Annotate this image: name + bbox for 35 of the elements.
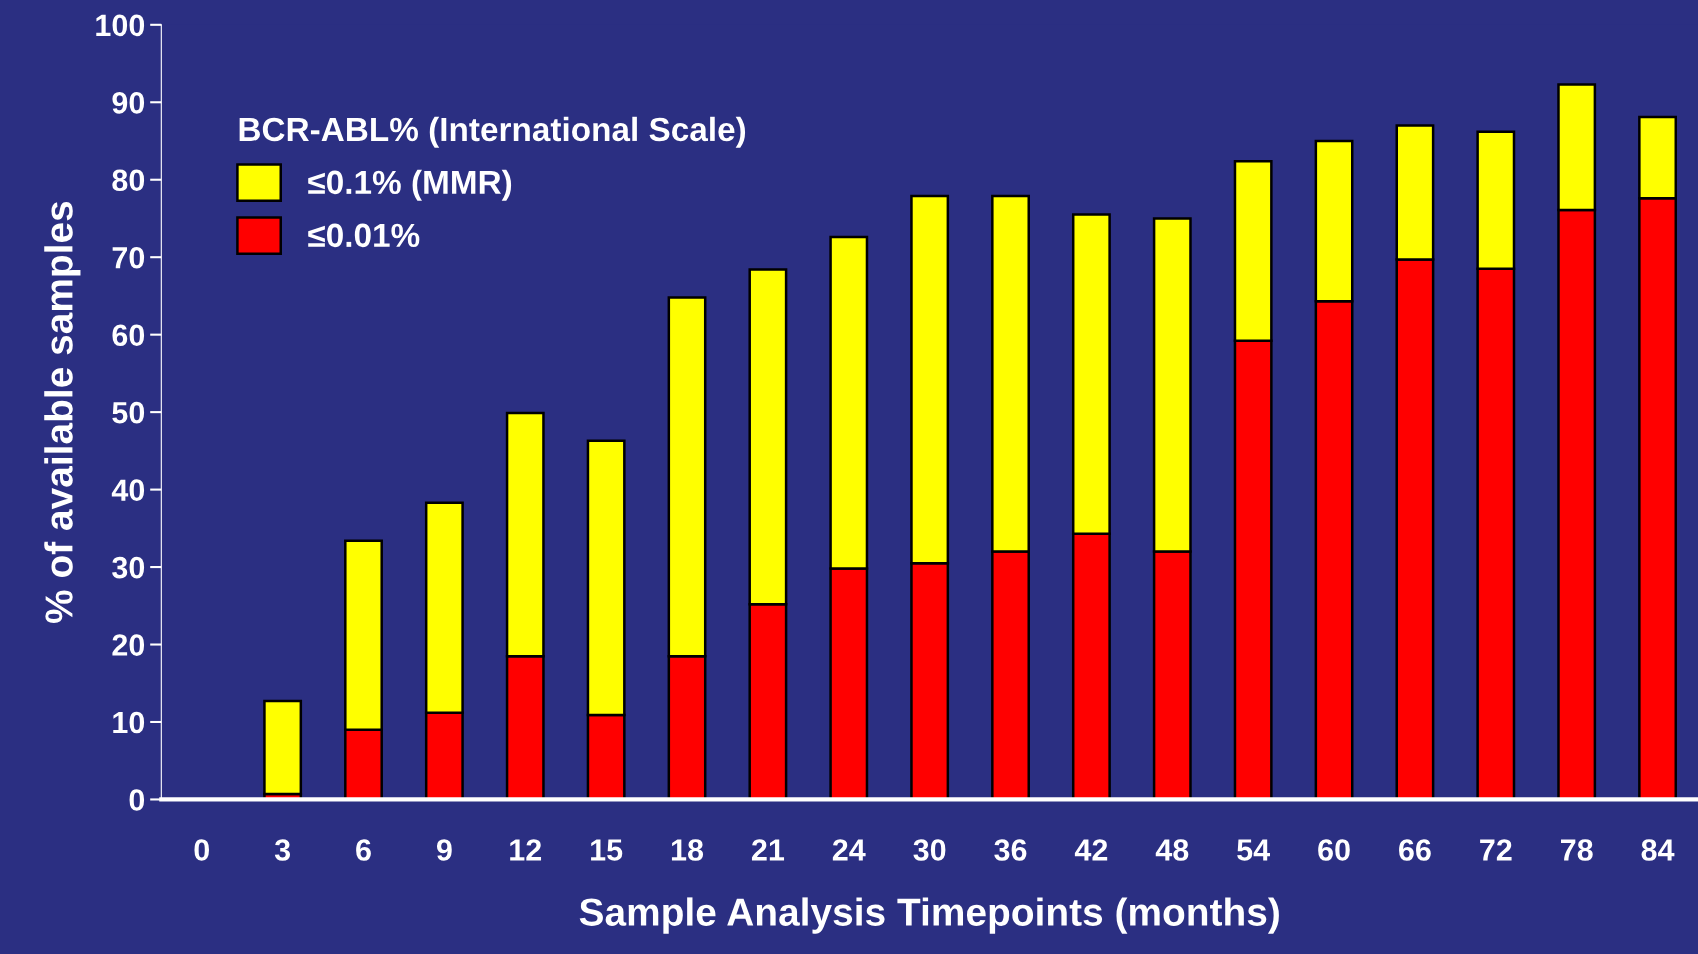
x-tick-label: 15 xyxy=(591,839,623,861)
x-tick-label: 21 xyxy=(751,839,785,861)
x-tick-label: 66 xyxy=(1399,839,1431,861)
x-tick-label: 48 xyxy=(1155,839,1189,861)
x-tick-label: 72 xyxy=(1480,839,1512,861)
x-tick-label: 9 xyxy=(436,839,452,861)
y-tick-label: 90 xyxy=(112,92,145,114)
x-tick-label: 18 xyxy=(671,839,704,861)
y-tick-label: 10 xyxy=(113,711,145,734)
x-tick-label: 78 xyxy=(1561,839,1593,861)
x-tick-label: 36 xyxy=(994,839,1027,861)
x-axis-title: Sample Analysis Timepoints (months) xyxy=(579,897,1279,934)
x-tick-label: 42 xyxy=(1074,839,1108,861)
x-tick-label: 60 xyxy=(1318,839,1350,861)
x-tick-label: 3 xyxy=(274,839,291,861)
x-tick-label: 6 xyxy=(356,839,371,861)
y-tick-label: 70 xyxy=(112,246,145,269)
x-tick-label: 54 xyxy=(1237,839,1270,861)
y-tick-label: 20 xyxy=(112,634,145,656)
y-tick-label: 50 xyxy=(112,401,145,424)
y-axis-title: % of available samples xyxy=(44,201,81,623)
legend-label: ≤0.01% xyxy=(308,223,420,248)
legend-title: BCR-ABL% (International Scale) xyxy=(239,116,746,148)
x-tick-label: 30 xyxy=(913,839,946,861)
x-tick-label: 84 xyxy=(1641,839,1675,861)
y-tick-label: 40 xyxy=(111,479,145,501)
x-tick-label: 24 xyxy=(832,839,866,861)
y-tick-label: 30 xyxy=(112,556,145,579)
y-tick-label: 100 xyxy=(96,14,145,37)
x-tick-label: 12 xyxy=(510,839,542,861)
y-tick-label: 0 xyxy=(129,789,145,811)
x-tick-label: 0 xyxy=(194,839,209,861)
y-tick-label: 60 xyxy=(112,324,145,347)
legend-label: ≤0.1% (MMR) xyxy=(308,169,512,201)
y-tick-label: 80 xyxy=(112,169,145,192)
